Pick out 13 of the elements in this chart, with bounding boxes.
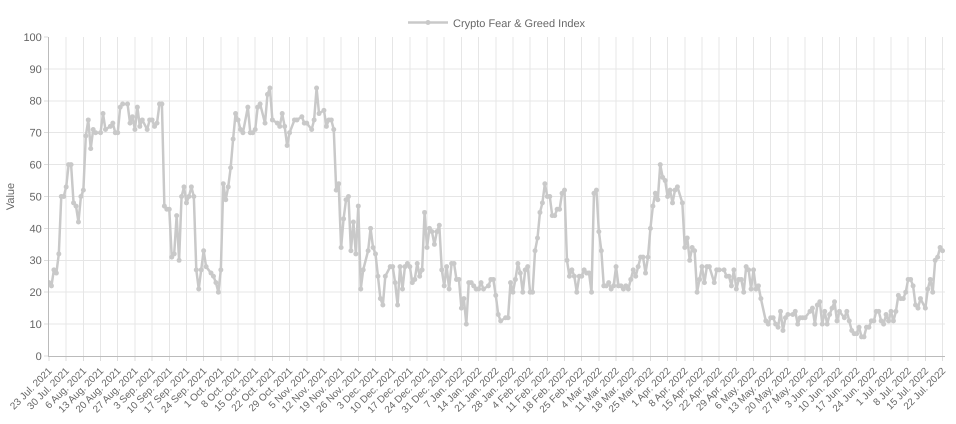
y-tick-label: 60 [30, 159, 42, 172]
y-tick-label: 30 [30, 255, 42, 268]
y-tick-label: 100 [23, 32, 42, 44]
y-tick-label: 40 [30, 223, 42, 236]
y-tick-label: 0 [36, 350, 42, 363]
y-tick-label: 50 [30, 191, 42, 204]
y-tick-label: 70 [30, 128, 42, 140]
y-tick-label: 80 [30, 96, 42, 108]
y-tick-label: 10 [30, 318, 42, 331]
y-tick-label: 90 [30, 64, 42, 76]
y-tick-label: 20 [30, 287, 42, 300]
legend-label: Crypto Fear & Greed Index [453, 18, 586, 30]
y-axis-title: Value [5, 182, 18, 210]
